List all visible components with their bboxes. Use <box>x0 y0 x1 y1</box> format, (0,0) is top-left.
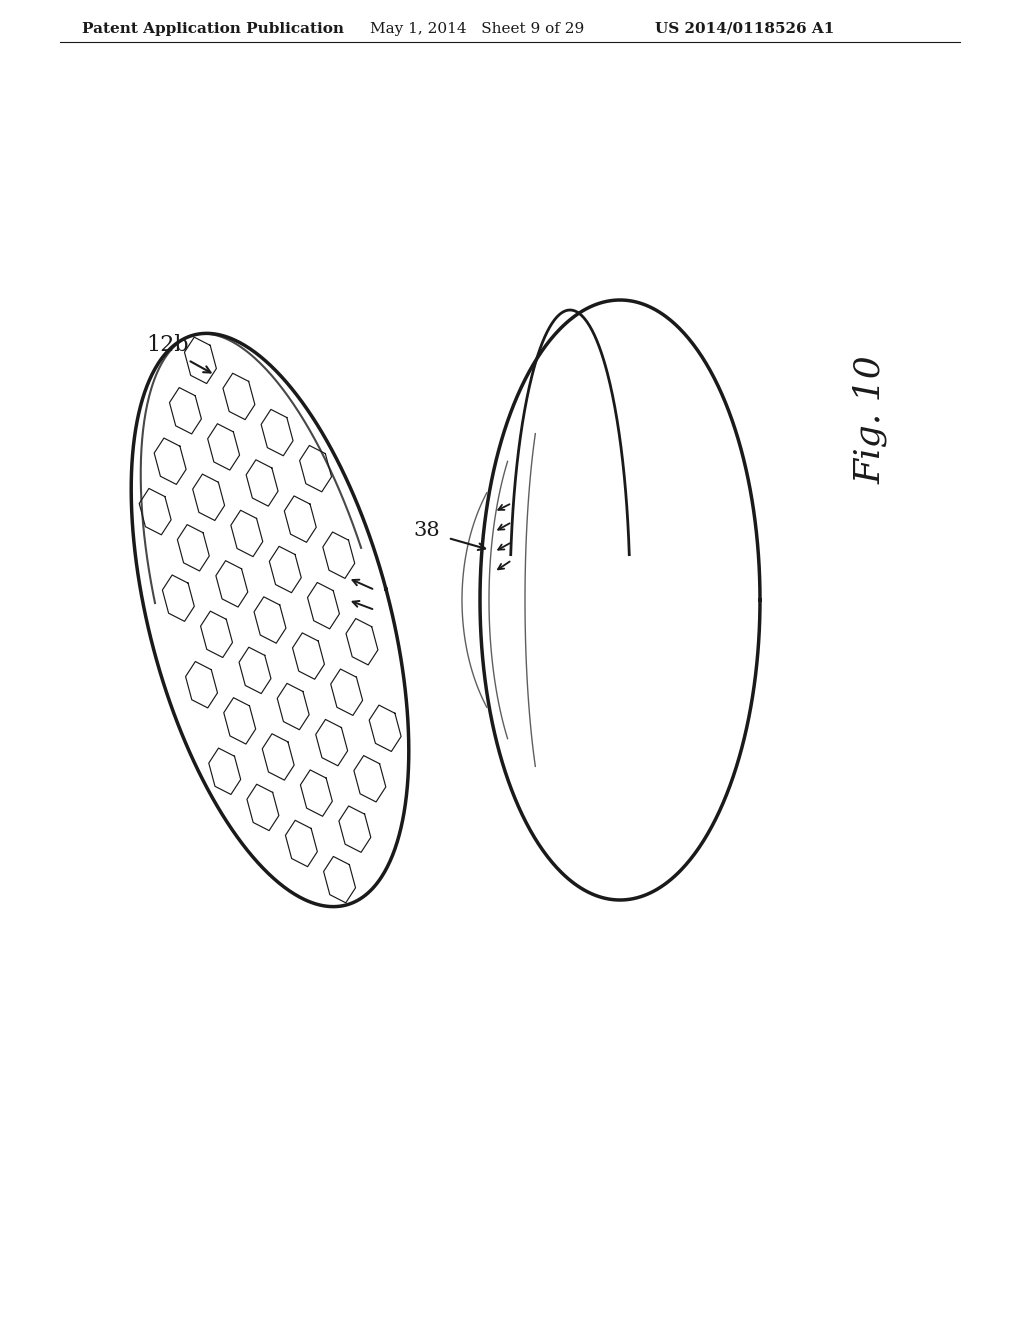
Text: 12b: 12b <box>146 334 189 356</box>
Text: US 2014/0118526 A1: US 2014/0118526 A1 <box>655 22 835 36</box>
Text: May 1, 2014   Sheet 9 of 29: May 1, 2014 Sheet 9 of 29 <box>370 22 585 36</box>
Text: 38: 38 <box>414 520 440 540</box>
Text: Fig. 10: Fig. 10 <box>853 355 887 484</box>
Text: Patent Application Publication: Patent Application Publication <box>82 22 344 36</box>
